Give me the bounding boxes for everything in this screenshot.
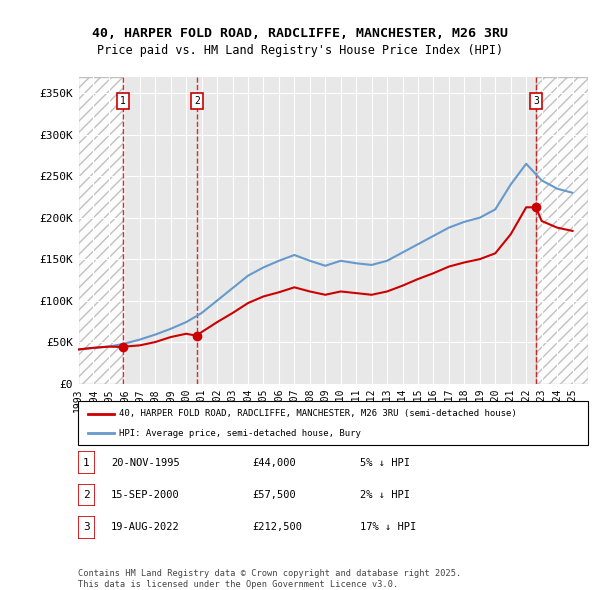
- Text: 5% ↓ HPI: 5% ↓ HPI: [360, 458, 410, 467]
- Text: 40, HARPER FOLD ROAD, RADCLIFFE, MANCHESTER, M26 3RU (semi-detached house): 40, HARPER FOLD ROAD, RADCLIFFE, MANCHES…: [119, 409, 517, 418]
- Text: £57,500: £57,500: [252, 490, 296, 500]
- Text: 1: 1: [120, 96, 125, 106]
- Text: 19-AUG-2022: 19-AUG-2022: [111, 523, 180, 532]
- Text: HPI: Average price, semi-detached house, Bury: HPI: Average price, semi-detached house,…: [119, 428, 361, 438]
- Text: 3: 3: [533, 96, 539, 106]
- Text: Contains HM Land Registry data © Crown copyright and database right 2025.
This d: Contains HM Land Registry data © Crown c…: [78, 569, 461, 589]
- FancyBboxPatch shape: [78, 516, 95, 539]
- FancyBboxPatch shape: [78, 484, 95, 506]
- FancyBboxPatch shape: [78, 451, 95, 474]
- Bar: [197, 77, 536, 384]
- Text: 3: 3: [83, 523, 90, 532]
- Text: 1: 1: [83, 458, 90, 467]
- Text: 15-SEP-2000: 15-SEP-2000: [111, 490, 180, 500]
- Text: £44,000: £44,000: [252, 458, 296, 467]
- Text: 2: 2: [194, 96, 200, 106]
- Bar: [536, 77, 588, 384]
- Text: 20-NOV-1995: 20-NOV-1995: [111, 458, 180, 467]
- Bar: [78, 77, 122, 384]
- Text: 40, HARPER FOLD ROAD, RADCLIFFE, MANCHESTER, M26 3RU: 40, HARPER FOLD ROAD, RADCLIFFE, MANCHES…: [92, 27, 508, 40]
- Text: 2% ↓ HPI: 2% ↓ HPI: [360, 490, 410, 500]
- Text: 17% ↓ HPI: 17% ↓ HPI: [360, 523, 416, 532]
- Bar: [78, 77, 122, 384]
- Text: 2: 2: [83, 490, 90, 500]
- FancyBboxPatch shape: [78, 401, 588, 445]
- Text: £212,500: £212,500: [252, 523, 302, 532]
- Bar: [122, 77, 197, 384]
- Text: Price paid vs. HM Land Registry's House Price Index (HPI): Price paid vs. HM Land Registry's House …: [97, 44, 503, 57]
